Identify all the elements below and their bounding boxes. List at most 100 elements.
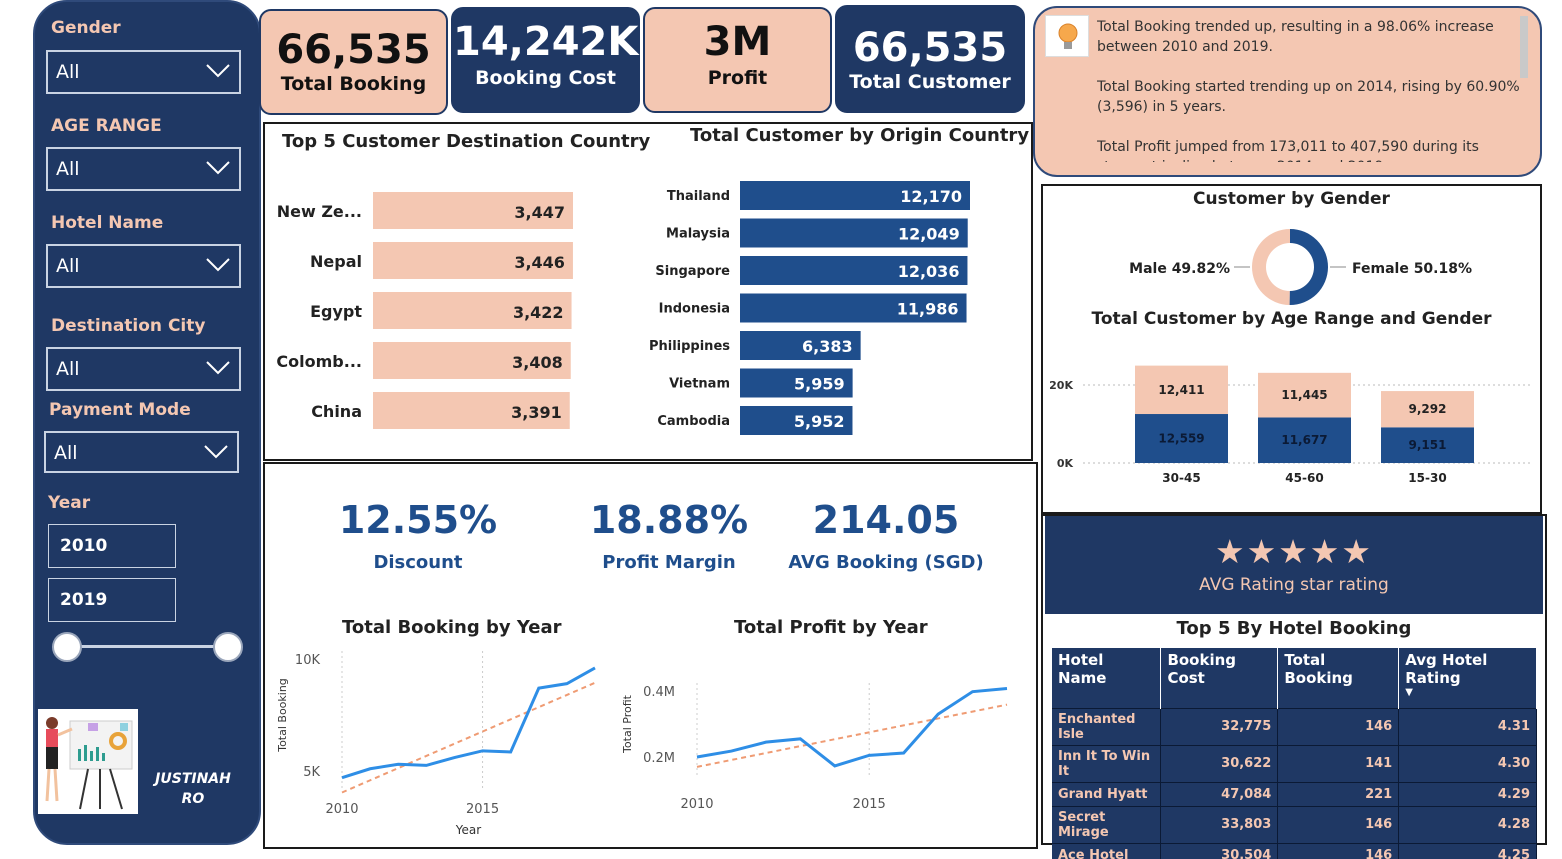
origin-value-label: 5,952 xyxy=(794,412,845,431)
cell-total-booking: 146 xyxy=(1277,805,1400,843)
age-chart-svg: 20K 0K 12,559 12,411 30-45 11,677 11,445 45-60 9… xyxy=(1049,365,1530,485)
cell-hotel-name: Ace Hotel xyxy=(1052,842,1162,859)
dest-value-label: 3,408 xyxy=(512,353,563,372)
year-slider-track[interactable] xyxy=(66,645,229,648)
payment-mode-dropdown[interactable]: All xyxy=(44,431,239,473)
cell-hotel-name: Secret Mirage xyxy=(1052,805,1162,843)
age-bar-label: 9,292 xyxy=(1409,402,1447,416)
dest-bar xyxy=(373,342,571,379)
dest-value-label: 3,391 xyxy=(511,403,562,422)
table-row[interactable]: Secret Mirage 33,803 146 4.28 xyxy=(1052,805,1537,843)
payment-mode-dropdown-value: All xyxy=(54,442,78,464)
line-ylabel: Total Profit xyxy=(621,694,634,754)
origin-value-label: 12,036 xyxy=(898,262,960,281)
chevron-down-icon xyxy=(206,361,230,375)
col-avg-rating[interactable]: Avg Hotel Rating ▼ xyxy=(1398,648,1537,708)
origin-bar xyxy=(740,293,967,323)
age-bar-female xyxy=(1135,414,1228,463)
profit-label: Profit xyxy=(707,67,768,89)
destination-city-dropdown-value: All xyxy=(56,358,80,380)
booking-line-chart: 2010 2015 10K 5K Total Booking Year xyxy=(270,645,610,840)
total-customer-card: 66,535 Total Customer xyxy=(835,5,1025,113)
dest-value-label: 3,447 xyxy=(514,203,565,222)
gender-donut-chart: Male 49.82% Female 50.18% xyxy=(1100,222,1480,312)
origin-category-label: Thailand xyxy=(667,189,730,204)
dest-category-label: China xyxy=(311,402,362,421)
origin-chart-svg: Thailand 12,170 Malaysia 12,049 Singapore 12,… xyxy=(649,181,970,435)
gender-chart-svg: Male 49.82% Female 50.18% xyxy=(1129,229,1472,305)
female-label: Female 50.18% xyxy=(1352,261,1472,277)
origin-value-label: 6,383 xyxy=(802,337,853,356)
col-hotel-name[interactable]: Hotel Name xyxy=(1052,648,1162,708)
hotel-table-container: Hotel Name Booking Cost Total Booking Av… xyxy=(1052,648,1537,859)
dest-bar xyxy=(373,392,570,429)
origin-bar xyxy=(740,331,861,360)
total-booking-card: 66,535 Total Booking xyxy=(259,9,448,115)
line-profit-svg: 2010 2015 0.4M 0.2M Total Profit xyxy=(621,683,1008,812)
age-bar-female xyxy=(1258,417,1351,463)
sort-desc-icon[interactable]: ▼ xyxy=(1405,687,1413,698)
total-booking-label: Total Booking xyxy=(280,73,427,95)
dest-value-label: 3,446 xyxy=(514,253,565,272)
origin-category-label: Singapore xyxy=(655,264,730,279)
col-booking-cost[interactable]: Booking Cost xyxy=(1160,648,1279,708)
origin-bar xyxy=(740,406,853,435)
smart-narrative-card: Total Booking trended up, resulting in a… xyxy=(1033,6,1542,177)
age-bar-label: 9,151 xyxy=(1409,438,1447,452)
discount-label: Discount xyxy=(373,552,463,573)
age-range-dropdown[interactable]: All xyxy=(46,147,241,191)
chevron-down-icon xyxy=(206,64,230,78)
cell-booking-cost: 32,775 xyxy=(1160,707,1279,745)
narrative-scrollbar[interactable] xyxy=(1520,16,1528,78)
age-bar-male xyxy=(1135,365,1228,415)
origin-category-label: Malaysia xyxy=(666,227,730,242)
year-slider-start-handle[interactable] xyxy=(52,632,82,662)
discount-value: 12.55% xyxy=(338,498,498,542)
hotel-table-title: Top 5 By Hotel Booking xyxy=(1176,618,1412,639)
table-row[interactable]: Enchanted Isle 32,775 146 4.31 xyxy=(1052,707,1537,745)
table-row[interactable]: Ace Hotel 30,504 146 4.25 xyxy=(1052,842,1537,859)
origin-category-label: Vietnam xyxy=(669,377,730,392)
cell-avg-rating: 4.31 xyxy=(1398,707,1537,745)
line-xtick: 2015 xyxy=(466,802,499,817)
age-bar-label: 12,411 xyxy=(1158,383,1204,397)
dest-value-label: 3,422 xyxy=(513,303,564,322)
booking-cost-value: 14,242K xyxy=(453,19,639,65)
destination-city-dropdown[interactable]: All xyxy=(46,347,241,391)
year-to-input[interactable]: 2019 xyxy=(48,578,176,622)
hotel-name-dropdown[interactable]: All xyxy=(46,244,241,288)
cell-total-booking: 141 xyxy=(1277,744,1400,782)
year-from-input[interactable]: 2010 xyxy=(48,524,176,568)
origin-bar xyxy=(740,256,968,285)
total-customer-value: 66,535 xyxy=(852,25,1008,71)
trend-line xyxy=(341,681,596,794)
table-row[interactable]: Inn It To Win It 30,622 141 4.30 xyxy=(1052,744,1537,782)
narrative-line-3: Total Profit jumped from 173,011 to 407,… xyxy=(1097,139,1479,162)
dest-category-label: Egypt xyxy=(310,302,362,321)
presenter-illustration xyxy=(38,709,138,814)
hotel-table: Hotel Name Booking Cost Total Booking Av… xyxy=(1052,648,1537,859)
profit-card: 3M Profit xyxy=(643,7,832,113)
line-xlabel: Year xyxy=(455,823,481,837)
presenter-icon xyxy=(45,717,133,810)
line-ytick: 0.2M xyxy=(643,751,675,766)
dest-category-label: New Ze... xyxy=(277,202,362,221)
cell-avg-rating: 4.30 xyxy=(1398,744,1537,782)
origin-value-label: 11,986 xyxy=(897,300,959,319)
origin-value-label: 5,959 xyxy=(794,375,845,394)
dest-bar xyxy=(373,292,572,329)
gender-dropdown[interactable]: All xyxy=(46,50,241,94)
age-bar-label: 12,559 xyxy=(1158,432,1204,446)
cell-booking-cost: 30,504 xyxy=(1160,842,1279,859)
year-slider-end-handle[interactable] xyxy=(213,632,243,662)
table-row[interactable]: Grand Hyatt 47,084 221 4.29 xyxy=(1052,781,1537,806)
dest-category-label: Colomb... xyxy=(276,352,362,371)
gender-chart-title: Customer by Gender xyxy=(1193,189,1390,209)
age-bar-label: 11,677 xyxy=(1281,433,1327,447)
col-total-booking[interactable]: Total Booking xyxy=(1277,648,1400,708)
origin-bar xyxy=(740,181,970,210)
lightbulb-icon xyxy=(1045,15,1089,57)
age-category-label: 30-45 xyxy=(1162,471,1200,485)
cell-booking-cost: 47,084 xyxy=(1160,781,1279,806)
age-range-filter-label: AGE RANGE xyxy=(51,116,162,136)
